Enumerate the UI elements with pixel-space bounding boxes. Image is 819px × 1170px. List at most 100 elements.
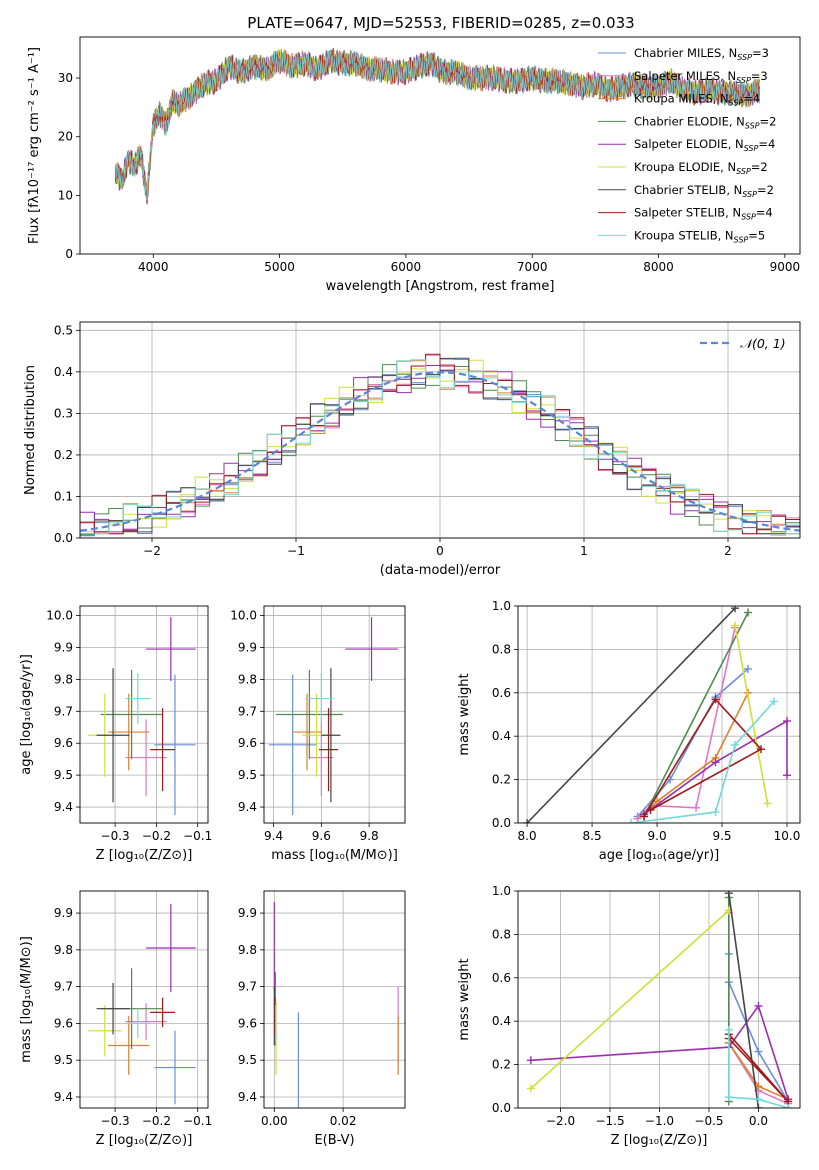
- errorbar-point: [88, 1005, 122, 1057]
- y-tick-label: 0: [65, 247, 73, 261]
- plus-marker: [731, 621, 740, 630]
- x-tick-label: 9.4: [264, 829, 283, 843]
- x-axis-label: wavelength [Angstrom, rest frame]: [326, 279, 555, 294]
- y-tick-label: 0.0: [492, 816, 511, 830]
- x-tick-label: 0.0: [749, 1114, 768, 1128]
- errorbar-point: [318, 708, 339, 792]
- x-tick-label: 4000: [138, 260, 169, 274]
- y-tick-label: 0.3: [54, 406, 73, 420]
- y-tick-label: 9.9: [54, 640, 73, 654]
- x-axis-label: Z [log₁₀(Z/Z⊙)]: [96, 1133, 193, 1148]
- plus-marker: [633, 814, 642, 823]
- y-tick-label: 9.4: [54, 1090, 73, 1104]
- grid: [518, 890, 800, 1109]
- y-tick-label: 9.8: [238, 672, 257, 686]
- legend-entry: Kroupa ELODIE, NSSP=2: [634, 160, 768, 176]
- axes-frame: [517, 605, 801, 824]
- frame: 0.00 0.02 9.4 9.5 9.6 9.7 9.8 9.9 E(B-V): [238, 890, 406, 1148]
- x-tick-label: −1.0: [645, 1114, 674, 1128]
- x-tick-label: 0.02: [330, 1114, 357, 1128]
- plot-area: [523, 606, 792, 823]
- plus-marker: [731, 740, 740, 749]
- y-tick-label: 0.2: [492, 773, 511, 787]
- normal-curve: [80, 371, 800, 532]
- x-tick-label: 8.5: [583, 829, 602, 843]
- x-tick-label: 9.8: [360, 829, 379, 843]
- y-tick-label: 9.4: [238, 1090, 257, 1104]
- y-tick-label: 0.6: [492, 686, 511, 700]
- errorbar-point: [309, 719, 334, 796]
- y-axis-label: Normed distribution: [23, 365, 38, 495]
- plus-marker: [646, 805, 655, 814]
- plus-marker: [744, 608, 753, 617]
- x-tick-label: −0.1: [183, 1114, 212, 1128]
- x-axis-label: Z [log₁₀(Z/Z⊙)]: [611, 1133, 708, 1148]
- panel-age-vs-Z: −0.3 −0.2 −0.1 9.4 9.5 9.6 9.7 9.8 9.9 10.0 Z [log…: [19, 605, 212, 863]
- x-tick-label: −1.5: [595, 1114, 624, 1128]
- y-tick-label: 9.7: [54, 704, 73, 718]
- frame: 9.4 9.6 9.8 9.4 9.5 9.6 9.7 9.8 9.9 10.0 mass [log…: [230, 605, 406, 863]
- plus-marker: [711, 695, 720, 704]
- y-tick-label: 9.7: [54, 980, 73, 994]
- frame: −0.3 −0.2 −0.1 9.4 9.5 9.6 9.7 9.8 9.9 10.0 Z [log…: [19, 605, 212, 863]
- y-tick-label: 9.8: [238, 943, 257, 957]
- y-tick-label: 9.6: [238, 1016, 257, 1030]
- weight-line: [734, 625, 769, 804]
- x-tick-label: 8.0: [518, 829, 537, 843]
- y-axis-label: age [log₁₀(age/yr)]: [19, 654, 34, 775]
- errorbar-point: [125, 1003, 167, 1040]
- plus-marker: [724, 891, 733, 898]
- y-tick-label: 0.0: [492, 1101, 511, 1115]
- y-tick-label: 0.6: [492, 971, 511, 985]
- y-tick-label: 0.2: [492, 1058, 511, 1072]
- plus-marker: [754, 1047, 763, 1056]
- plus-marker: [711, 758, 720, 767]
- legend-entry: 𝒩(0, 1): [740, 336, 786, 351]
- panel-mass-vs-EBV: 0.00 0.02 9.4 9.5 9.6 9.7 9.8 9.9 E(B-V): [238, 890, 406, 1148]
- y-tick-label: 10.0: [230, 609, 257, 623]
- axes-frame: [79, 321, 801, 539]
- errorbar-point: [154, 1030, 196, 1105]
- plot-area: [88, 903, 196, 1105]
- grid: [518, 605, 800, 824]
- x-axis-label: mass [log₁₀(M/M⊙)]: [271, 848, 398, 863]
- y-tick-label: 9.9: [238, 906, 257, 920]
- plus-marker: [724, 1025, 733, 1034]
- x-tick-label: 1: [580, 544, 588, 558]
- plus-marker: [526, 1056, 535, 1065]
- x-tick-label: −2.0: [546, 1114, 575, 1128]
- plus-marker: [724, 1093, 733, 1102]
- errorbar-point: [96, 982, 130, 1035]
- x-tick-label: 2: [724, 544, 732, 558]
- plus-marker: [757, 745, 766, 754]
- errorbar-point: [268, 674, 317, 816]
- errorbar-point: [150, 708, 175, 792]
- plus-marker: [754, 1104, 763, 1108]
- weight-line: [630, 700, 775, 823]
- x-tick-label: −0.5: [694, 1114, 723, 1128]
- y-tick-label: 0.4: [492, 729, 511, 743]
- plot-area: [80, 353, 800, 537]
- grid: [264, 606, 405, 823]
- errorbar-point: [125, 673, 151, 725]
- axes-frame: [79, 605, 209, 824]
- weight-line: [530, 1004, 789, 1100]
- legend-entry: Chabrier MILES, NSSP=3: [634, 46, 769, 62]
- plot-area: [273, 902, 399, 1108]
- plus-marker: [744, 664, 753, 673]
- y-tick-label: 9.8: [54, 672, 73, 686]
- y-tick-label: 9.5: [238, 768, 257, 782]
- legend-entry: Chabrier ELODIE, NSSP=2: [634, 114, 776, 130]
- plus-marker: [640, 812, 649, 821]
- panel-weight-vs-Z: −2.0 −1.5 −1.0 −0.5 0.0 0.0 0.2 0.4 0.6 0.8 1.0 Z […: [457, 884, 801, 1148]
- weight-line: [530, 909, 730, 1090]
- weight-line: [526, 607, 736, 823]
- errorbar-point: [321, 668, 341, 803]
- plot-area: [88, 617, 196, 816]
- x-tick-label: 7000: [517, 260, 548, 274]
- y-axis-label: mass weight: [457, 673, 472, 755]
- histogram-step: [80, 353, 800, 535]
- plus-marker: [754, 1095, 763, 1104]
- x-tick-label: 9.6: [312, 829, 331, 843]
